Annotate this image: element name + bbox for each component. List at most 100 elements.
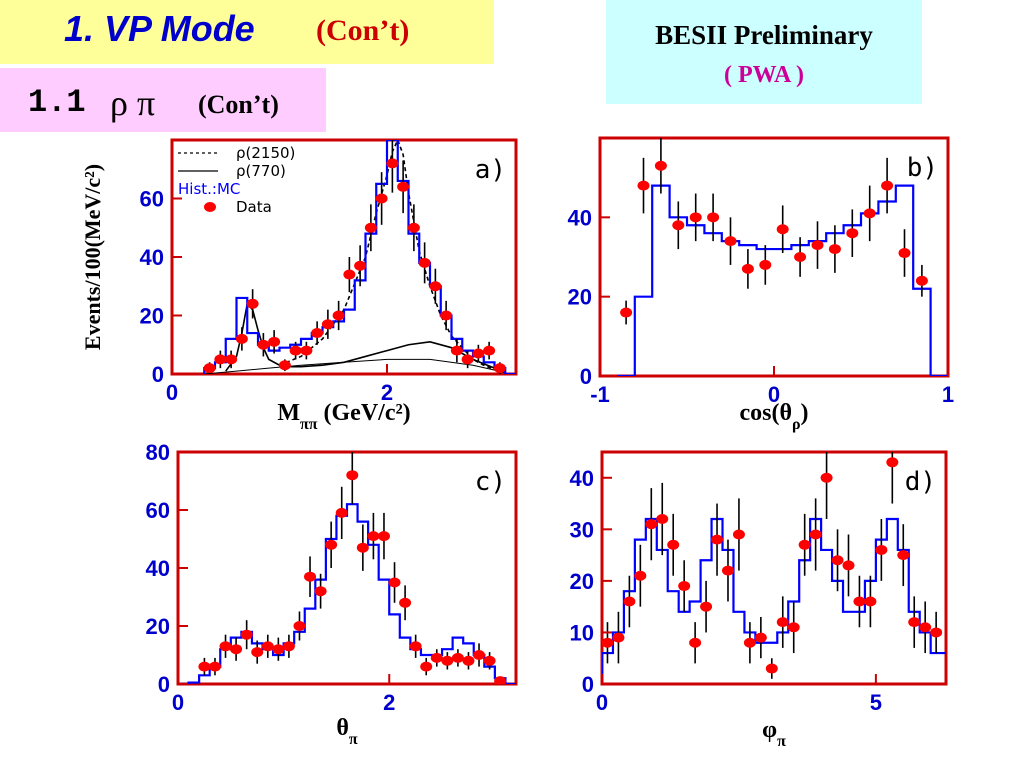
data-point [409,641,422,652]
data-point [399,597,412,608]
data-point [235,333,248,344]
data-point [429,281,442,292]
data-point [462,655,475,666]
data-point [473,650,486,660]
panel-label: c) [475,467,506,497]
data-point [602,637,614,648]
data-point [407,222,420,233]
data-point [483,655,496,666]
plot-area [203,140,516,374]
data-point [335,507,348,518]
y-tick-label: 10 [570,620,594,645]
x-axis-label-main: cos(θ [739,400,792,426]
subtitle-box: 1.1 ρ π (Con’t) [0,68,326,132]
data-point [430,652,443,663]
data-point [493,363,506,374]
plot-frame [600,450,948,686]
data-point [853,596,866,607]
data-point [724,236,737,247]
x-tick-label: -1 [590,382,610,407]
y-tick-label: 20 [570,569,594,594]
x-axis-label: Mππ (GeV/c²) [277,400,410,433]
data-point [620,307,633,318]
plot-area [617,138,948,376]
data-point [346,470,359,481]
data-point [203,363,216,374]
data-point [842,560,855,571]
preliminary-badge: BESII Preliminary ( PWA ) [606,0,922,104]
legend-label: ρ(770) [236,162,286,180]
plot-area [178,452,516,684]
data-point [289,345,302,356]
data-point [293,621,306,631]
data-point [654,160,667,171]
data-point [314,586,327,597]
data-point [472,348,485,359]
data-point [667,539,680,550]
x-axis-label-unit: (GeV/c²) [318,400,411,426]
data-point [251,647,264,658]
data-point [375,193,388,204]
subtitle-greek: ρ π [110,83,156,123]
data-point [765,663,778,674]
data-point [325,539,338,550]
x-axis-label-main: θ [336,715,349,741]
x-tick-label: 2 [383,690,395,715]
data-point [846,228,859,239]
panel-d: 0 5 0 10 20 30 40 d) φπ [570,450,948,750]
badge-line-1: BESII Preliminary [655,20,873,50]
x-axis-label: cos(θρ) [739,400,808,433]
data-point [898,248,911,259]
data-point [367,531,380,542]
data-point [776,617,789,628]
data-point [225,354,238,365]
page-title: 1. VP Mode [64,8,255,49]
x-axis-label-main: M [277,400,300,426]
x-tick-label: 2 [381,380,393,405]
panel-label: a) [475,155,506,185]
y-tick-label: 60 [140,187,164,212]
data-point [261,641,274,652]
data-point [863,208,876,219]
data-point [886,457,899,468]
mc-histogram [178,503,516,684]
data-point [450,345,463,356]
data-point [637,180,650,191]
data-point [707,212,720,223]
plot-area [602,452,946,684]
data-point [494,676,507,684]
y-tick-label: 20 [146,614,170,639]
data-point [268,336,281,347]
x-tick-label: 0 [596,690,608,715]
background-curve [204,358,506,374]
mc-histogram [203,140,516,374]
data-point [915,275,928,286]
y-tick-label: 30 [570,517,594,542]
x-axis-label-main: φ [762,717,777,743]
y-tick-label: 20 [568,285,592,310]
subtitle-suffix: (Con’t) [198,90,279,119]
data-point [461,354,474,365]
y-tick-label: 0 [582,672,594,697]
data-point [278,360,291,371]
data-point [219,641,232,652]
data-point [897,550,910,561]
data-point [787,622,800,633]
data-point [881,180,894,191]
y-axis-label: Events/100(MeV/c²) [80,164,105,350]
data-point [304,571,317,582]
data-point [908,617,921,628]
data-point [208,661,221,672]
data-point [732,529,745,540]
data-point [700,601,713,612]
page-title-suffix: (Con’t) [316,14,410,47]
badge-line-2: ( PWA ) [724,62,804,88]
mc-histogram [617,184,948,376]
data-point [645,519,658,530]
data-point [612,632,625,643]
data-point [388,577,401,588]
data-point [798,539,811,550]
